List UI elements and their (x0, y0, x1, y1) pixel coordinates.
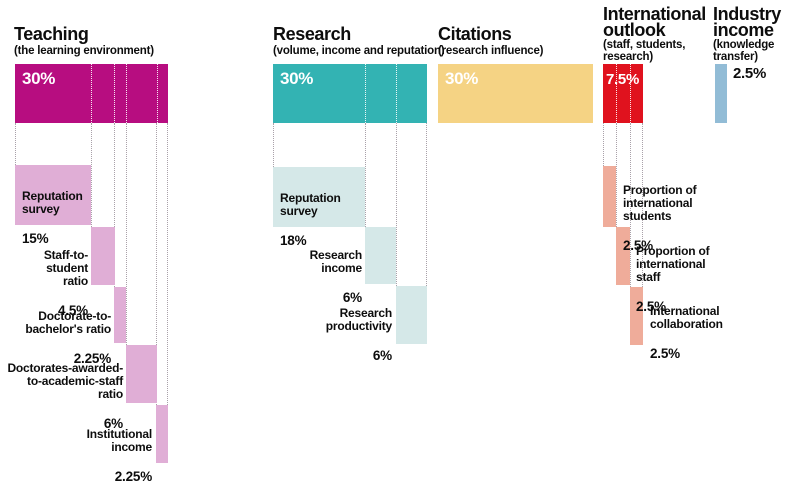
dotted-connector (91, 123, 92, 227)
indicator-pct: 2.5% (650, 346, 680, 361)
indicator-label: Research productivity 6% (290, 294, 392, 376)
segment-divider (91, 64, 92, 123)
indicator-box-international-staff (616, 227, 630, 285)
industry-income-weight-bar (715, 64, 727, 123)
indicator-pct: 6% (103, 416, 123, 431)
indicator-name: Reputation survey (280, 191, 341, 218)
indicator-label: Doctorate-to- bachelor's ratio 2.25% (5, 297, 111, 379)
segment-divider (157, 64, 158, 123)
indicator-name: Staff-to-student ratio (43, 248, 88, 288)
indicator-box-institutional-income (156, 405, 168, 463)
teaching-weight-bar: 30% (15, 64, 168, 123)
segment-divider (114, 64, 115, 123)
dotted-connector (426, 123, 427, 286)
citations-weight-bar: 30% (438, 64, 593, 123)
indicator-box-reputation-survey-teaching (15, 165, 91, 225)
international-outlook-weight-bar: 7.5% (603, 64, 643, 123)
dotted-connector (167, 123, 168, 405)
indicator-name: Institutional income (86, 427, 153, 454)
indicator-pct: 15% (22, 231, 49, 246)
dotted-connector (114, 123, 115, 287)
indicator-pct: 2.25% (114, 469, 152, 484)
indicator-label: International collaboration 2.5% (650, 292, 723, 374)
segment-divider (616, 64, 617, 123)
dotted-connector (365, 123, 366, 227)
pillar-title-teaching: Teaching (14, 24, 89, 44)
indicator-name: Research income (309, 248, 363, 275)
dotted-connector (630, 123, 631, 287)
pillar-title-international-outlook: International outlook (603, 4, 706, 40)
indicator-box-international-students (603, 166, 616, 227)
indicator-name: International collaboration (650, 304, 723, 331)
indicator-box-research-productivity (396, 286, 427, 344)
indicator-pct: 6% (342, 290, 362, 305)
indicator-name: Proportion of international staff (636, 244, 710, 284)
segment-divider (630, 64, 631, 123)
indicator-pct: 2.25% (73, 351, 111, 366)
indicator-name: Doctorate-to- bachelor's ratio (25, 309, 111, 336)
dotted-connector (273, 123, 274, 167)
dotted-connector (15, 123, 16, 165)
segment-divider (396, 64, 397, 123)
indicator-label: Reputation survey 15% (22, 177, 83, 259)
indicator-box-staff-to-student-ratio (91, 227, 115, 285)
indicator-pct: 18% (280, 233, 307, 248)
pillar-subtitle-citations: (research influence) (438, 45, 544, 57)
pillar-subtitle-teaching: (the learning environment) (14, 45, 154, 57)
indicator-name: Proportion of international students (623, 183, 697, 223)
indicator-label: Proportion of international staff 2.5% (636, 232, 710, 327)
pillar-title-industry-income: Industry income (713, 4, 781, 40)
indicator-box-research-income (365, 227, 396, 284)
indicator-name: Doctorates-awarded- to-academic-staff ra… (7, 361, 123, 401)
pillar-subtitle-research: (volume, income and reputation) (273, 45, 445, 57)
indicator-pct: 2.5% (623, 238, 653, 253)
indicator-name: Research productivity (325, 306, 392, 333)
dotted-connector (126, 123, 127, 345)
indicator-box-doctorate-to-bachelor-ratio (114, 287, 126, 343)
segment-divider (126, 64, 127, 123)
industry-income-weight-label: 2.5% (733, 65, 766, 82)
indicator-label: Research income 6% (262, 236, 363, 318)
pillar-title-research: Research (273, 24, 351, 44)
indicator-box-doctorates-awarded-ratio (126, 345, 157, 403)
indicator-box-international-collaboration (630, 287, 643, 345)
research-weight-label: 30% (280, 69, 314, 88)
dotted-connector (642, 123, 643, 345)
indicator-label: Proportion of international students 2.5… (623, 171, 697, 266)
dotted-connector (616, 123, 617, 227)
dotted-connector (156, 123, 157, 405)
indicator-name: Reputation survey (22, 189, 83, 216)
pillar-subtitle-international-outlook: (staff, students, research) (603, 39, 686, 63)
research-weight-bar: 30% (273, 64, 427, 123)
dotted-connector (603, 123, 604, 166)
segment-divider (365, 64, 366, 123)
indicator-label: Reputation survey 18% (280, 179, 341, 261)
pillar-title-citations: Citations (438, 24, 512, 44)
teaching-weight-label: 30% (22, 69, 56, 88)
indicator-box-reputation-survey-research (273, 167, 365, 227)
dotted-connector (396, 123, 397, 286)
indicator-label: Institutional income 2.25% (40, 415, 153, 497)
citations-weight-label: 30% (445, 69, 479, 88)
indicator-pct: 4.5% (58, 303, 88, 318)
international-outlook-weight-label: 7.5% (606, 71, 639, 88)
indicator-label: Staff-to-student ratio 4.5% (5, 236, 88, 331)
indicator-label: Doctorates-awarded- to-academic-staff ra… (5, 349, 123, 444)
pillar-subtitle-industry-income: (knowledge transfer) (713, 39, 775, 63)
indicator-pct: 6% (372, 348, 392, 363)
indicator-pct: 2.5% (636, 299, 666, 314)
